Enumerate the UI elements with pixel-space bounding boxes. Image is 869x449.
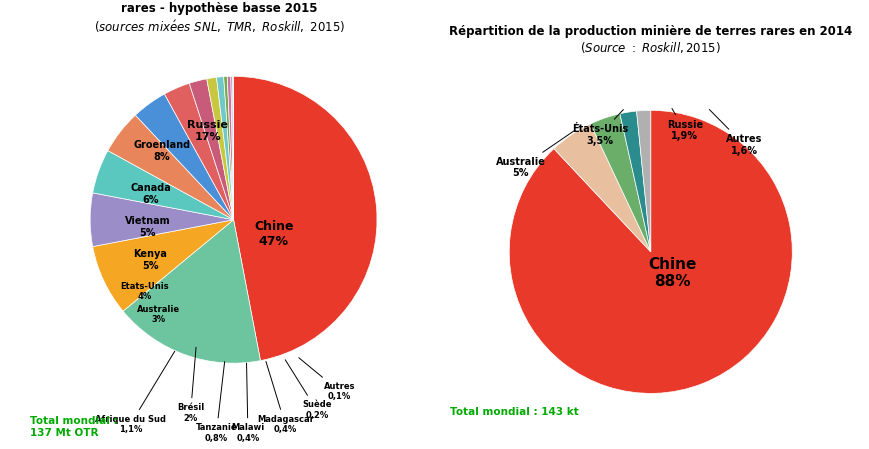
Wedge shape — [189, 79, 233, 220]
Wedge shape — [223, 76, 233, 220]
Wedge shape — [136, 94, 233, 220]
Text: Total mondial :
137 Mt OTR: Total mondial : 137 Mt OTR — [30, 416, 117, 438]
Wedge shape — [620, 111, 650, 252]
Text: Etats-Unis
4%: Etats-Unis 4% — [120, 282, 169, 301]
Text: Afrique du Sud
1,1%: Afrique du Sud 1,1% — [95, 351, 175, 434]
Text: Chine
88%: Chine 88% — [647, 257, 695, 289]
Text: Suède
0,2%: Suède 0,2% — [285, 360, 331, 420]
Wedge shape — [164, 84, 233, 220]
Text: Vietnam
5%: Vietnam 5% — [124, 216, 170, 238]
Wedge shape — [227, 76, 233, 220]
Wedge shape — [636, 110, 650, 252]
Text: Australie
3%: Australie 3% — [137, 305, 181, 324]
Text: Kenya
5%: Kenya 5% — [133, 249, 167, 271]
Wedge shape — [216, 77, 233, 220]
Text: Australie
5%: Australie 5% — [495, 130, 574, 178]
Text: Autres
1,6%: Autres 1,6% — [708, 110, 761, 156]
Text: Tanzanie
0,8%: Tanzanie 0,8% — [196, 361, 237, 443]
Text: Russie
1,9%: Russie 1,9% — [666, 109, 702, 141]
Text: Madagascar
0,4%: Madagascar 0,4% — [256, 361, 314, 434]
Wedge shape — [230, 76, 233, 220]
Wedge shape — [123, 220, 260, 363]
Wedge shape — [554, 124, 650, 252]
Title: Répartition des ressources en terres
rares - hypothèse basse 2015
$\it{(sources\: Répartition des ressources en terres rar… — [94, 0, 344, 35]
Text: Chine
47%: Chine 47% — [254, 220, 293, 248]
Text: Canada
6%: Canada 6% — [129, 183, 170, 205]
Wedge shape — [508, 110, 792, 393]
Text: Autres
0,1%: Autres 0,1% — [298, 358, 355, 401]
Wedge shape — [108, 115, 233, 220]
Wedge shape — [90, 193, 233, 247]
Text: États-Unis
3,5%: États-Unis 3,5% — [571, 110, 627, 146]
Wedge shape — [207, 77, 233, 220]
Text: Brésil
2%: Brésil 2% — [176, 347, 204, 423]
Wedge shape — [233, 76, 376, 361]
Wedge shape — [590, 114, 650, 252]
Text: Malawi
0,4%: Malawi 0,4% — [231, 363, 264, 443]
Text: Total mondial : 143 kt: Total mondial : 143 kt — [449, 407, 578, 418]
Wedge shape — [93, 220, 233, 311]
Title: Répartition de la production minière de terres rares en 2014
$\it{(Source\ :\ Ro: Répartition de la production minière de … — [448, 25, 852, 56]
Text: Groenland
8%: Groenland 8% — [133, 140, 190, 162]
Text: Russie
17%: Russie 17% — [187, 120, 228, 141]
Wedge shape — [232, 76, 233, 220]
Wedge shape — [93, 150, 233, 220]
